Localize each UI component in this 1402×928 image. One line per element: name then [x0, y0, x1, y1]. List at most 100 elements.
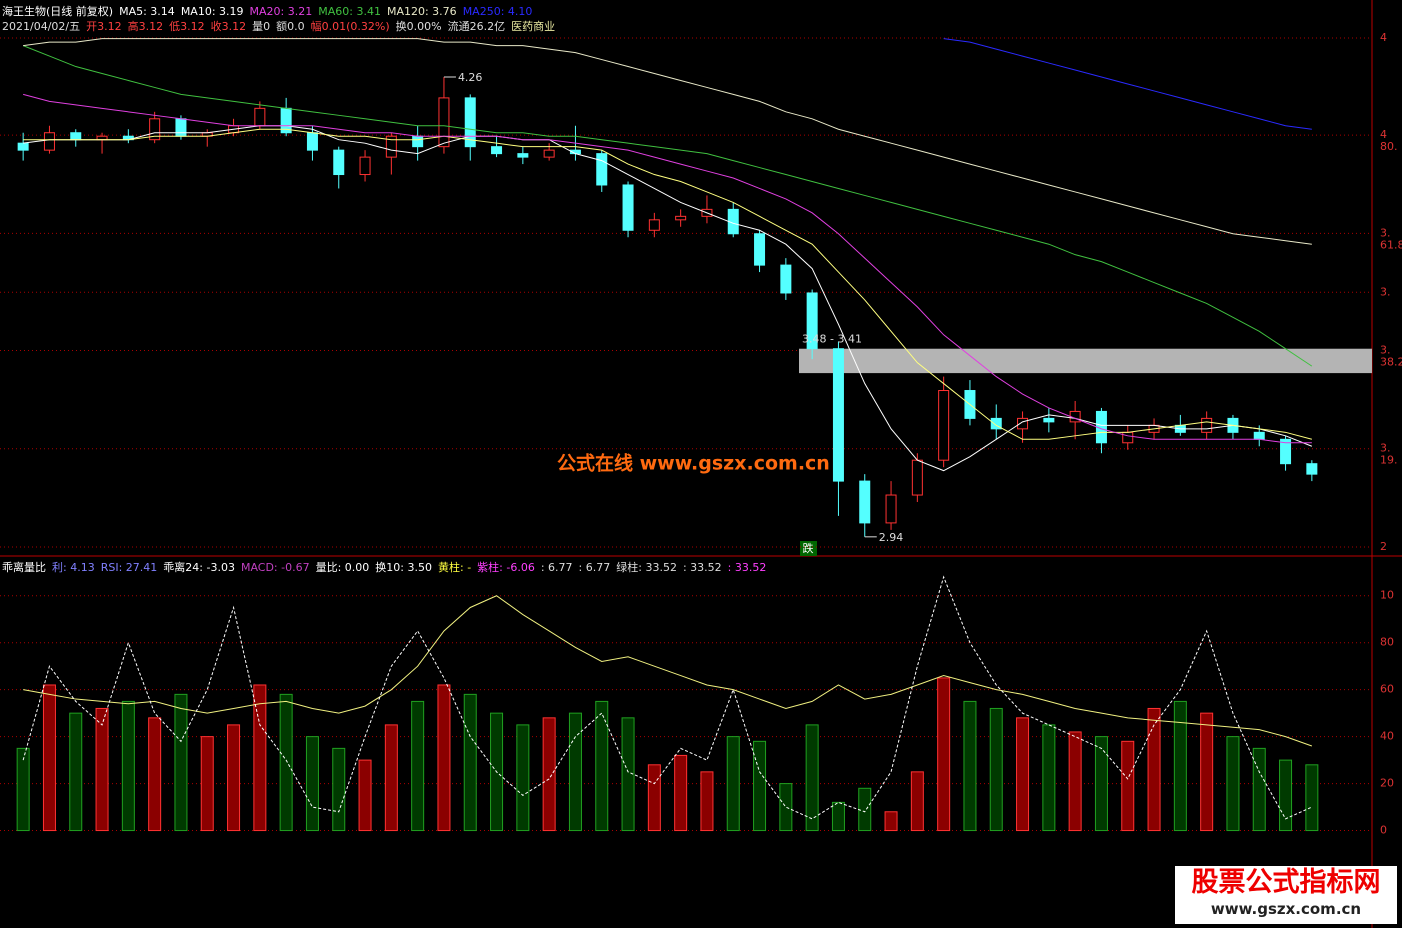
indicator-value: : 33.52 [682, 561, 722, 574]
fib-label: 61.8 [1380, 238, 1402, 251]
candle-body [412, 135, 424, 148]
indicator-bar [279, 693, 293, 832]
logo-title: 股票公式指标网 [1191, 867, 1381, 898]
indicator-line [22, 575, 1313, 820]
y-tick-label: 3. [1380, 343, 1391, 356]
legend-entry: MA20: 3.21 [249, 5, 313, 18]
candle-body [911, 459, 923, 496]
candle-body [543, 149, 555, 158]
candle-body [1253, 431, 1265, 440]
y-tick-label: 10 [1380, 589, 1394, 602]
indicator-bar [1121, 740, 1135, 832]
indicator-bar [1200, 712, 1214, 832]
indicator-bar [121, 700, 135, 832]
low-label: 2.94 [879, 531, 904, 544]
indicator-bar [69, 712, 83, 832]
indicator-bar [700, 771, 714, 832]
info-row: 2021/04/02/五 开3.12 高3.12 低3.12 收3.12 量0 额0.0 幅0… [2, 18, 561, 34]
info-item: 量0 [252, 20, 271, 33]
y-tick-label: 3. [1380, 285, 1391, 298]
candle-body [1043, 417, 1055, 423]
candle-body [1280, 438, 1292, 465]
indicator-bar [726, 736, 740, 832]
candle-body [70, 132, 82, 141]
candle-body [96, 135, 108, 141]
indicator-value: 绿柱: 33.52 [616, 561, 677, 574]
candle-body [175, 118, 187, 137]
indicator-row: 乖离量比 利: 4.13 RSI: 27.41 乖离24: -3.03 MACD: -0… [2, 559, 772, 575]
indicator-value: 黄柱: - [438, 561, 472, 574]
indicator-bar [437, 684, 451, 832]
info-item: 流通26.2亿 [447, 20, 506, 33]
ma-line [23, 125, 1313, 472]
legend-entry: MA120: 3.76 [386, 5, 457, 18]
indicator-bar [647, 764, 661, 832]
indicator-title: 乖离量比 [2, 561, 46, 574]
indicator-value: : 6.77 [578, 561, 611, 574]
ma-line [22, 45, 1313, 367]
legend-entry: MA5: 3.14 [119, 5, 175, 18]
candle-body [990, 417, 1002, 430]
indicator-bar [1147, 707, 1161, 832]
indicator-bar [1173, 700, 1187, 832]
candle-body [648, 219, 660, 231]
candle-body [1306, 463, 1318, 475]
indicator-bar [963, 700, 977, 832]
info-item: 2021/04/02/五 [2, 20, 81, 33]
candle-body [806, 292, 818, 350]
candle-body [43, 132, 55, 151]
ma-line [943, 38, 1312, 130]
y-tick-label: 3. [1380, 226, 1391, 239]
info-item: 收3.12 [210, 20, 247, 33]
indicator-bar [411, 700, 425, 832]
indicator-value: 换10: 3.50 [375, 561, 432, 574]
fib-label: 19. [1380, 454, 1398, 467]
indicator-value: 紫柱: -6.06 [477, 561, 535, 574]
indicator-bar [253, 684, 267, 832]
candle-body [596, 153, 608, 186]
indicator-bar [174, 693, 188, 832]
y-tick-label: 80 [1380, 636, 1394, 649]
indicator-bar [779, 783, 793, 832]
indicator-bar [332, 747, 346, 832]
indicator-value: 量比: 0.00 [315, 561, 370, 574]
info-item: 医药商业 [511, 20, 556, 33]
indicator-bar [305, 736, 319, 832]
indicator-bar [805, 724, 819, 832]
indicator-bar [621, 717, 635, 832]
indicator-bar [568, 712, 582, 832]
info-item: 额0.0 [276, 20, 305, 33]
indicator-bar [542, 717, 556, 832]
candle-body [622, 184, 634, 231]
indicator-bar [1279, 759, 1293, 832]
info-item: 高3.12 [127, 20, 164, 33]
candle-body [938, 390, 950, 461]
indicator-value: MACD: -0.67 [240, 561, 310, 574]
stock-title: 海王生物(日线 前复权) [2, 5, 114, 18]
indicator-line [23, 595, 1313, 747]
indicator-bar [358, 759, 372, 832]
legend-entry: MA250: 4.10 [462, 5, 533, 18]
indicator-value: 乖离24: -3.03 [163, 561, 235, 574]
indicator-bar [463, 693, 477, 832]
candle-body [859, 480, 871, 524]
indicator-bar [1226, 736, 1240, 832]
y-tick-label: 2 [1380, 540, 1387, 553]
candle-body [1122, 431, 1134, 444]
info-item: 开3.12 [86, 20, 122, 33]
indicator-bar [595, 700, 609, 832]
indicator-bar [858, 787, 872, 832]
candle-body [885, 494, 897, 524]
indicator-bar [1068, 731, 1082, 832]
price-zone [799, 348, 1372, 374]
y-tick-label: 20 [1380, 777, 1394, 790]
candle-body [832, 348, 844, 482]
fib-label: 80. [1380, 140, 1398, 153]
indicator-bar [42, 684, 56, 832]
logo: 股票公式指标网 www.gszx.com.cn [1175, 866, 1397, 924]
indicator-bar [384, 724, 398, 832]
indicator-value: : 6.77 [540, 561, 573, 574]
y-tick-label: 3. [1380, 442, 1391, 455]
ma-line [23, 128, 1312, 440]
